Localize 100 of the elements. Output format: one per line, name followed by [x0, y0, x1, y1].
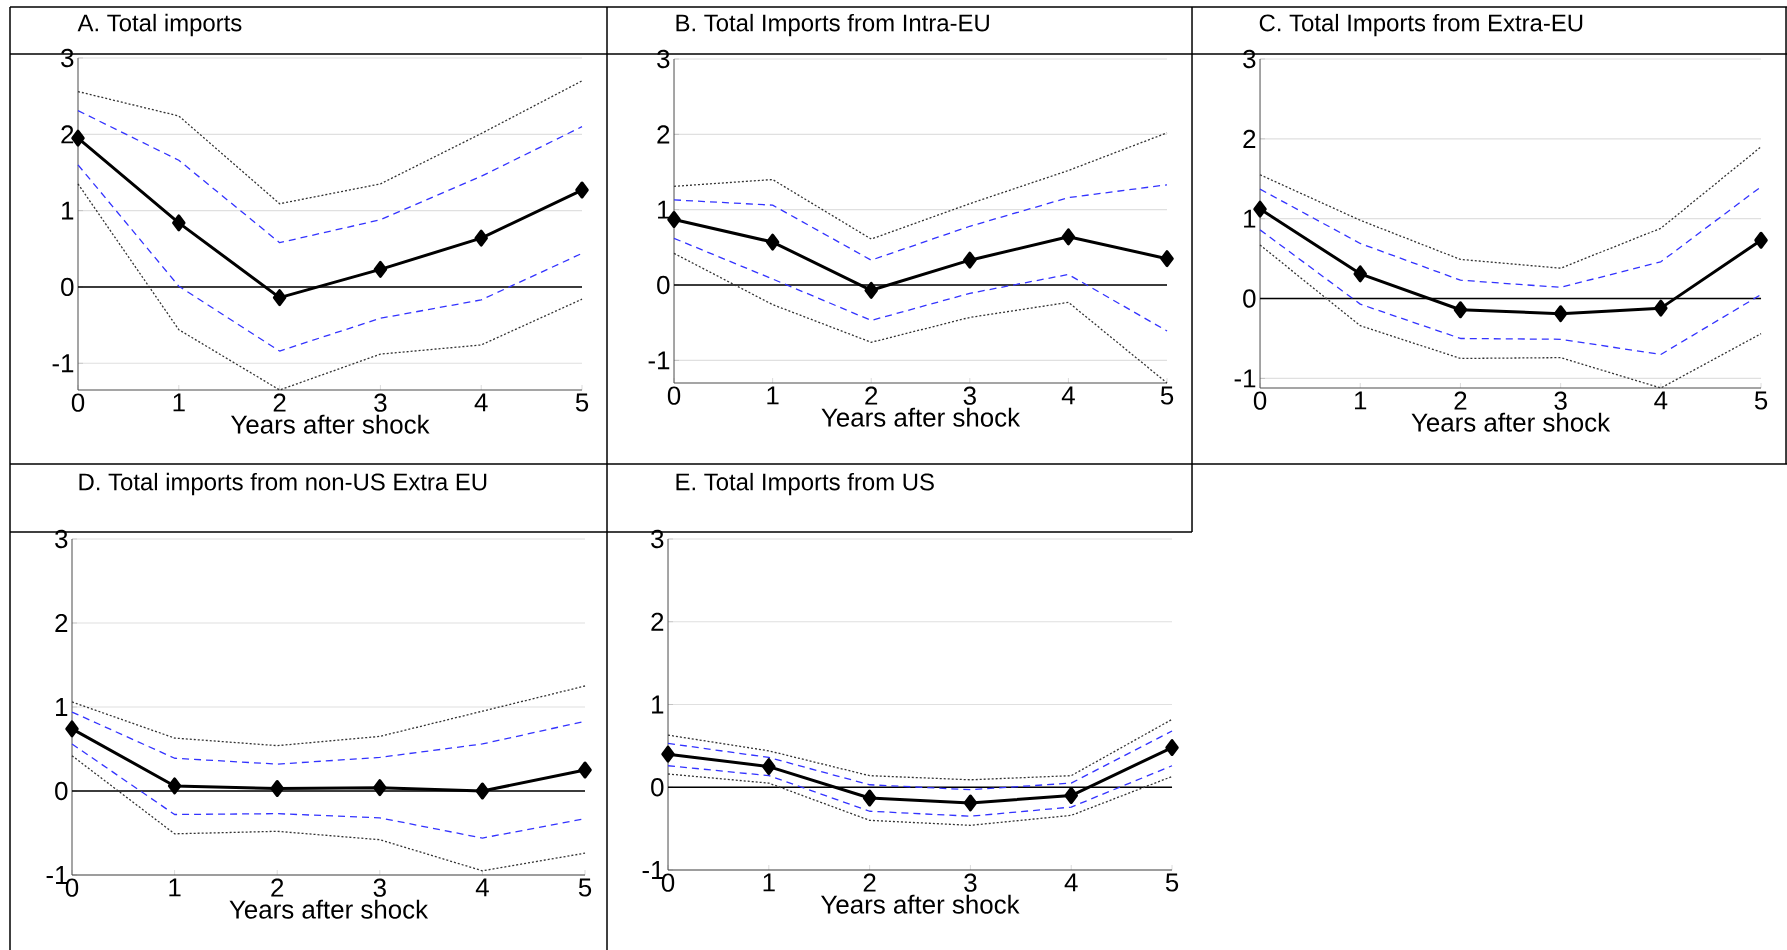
- y-tick-label: 0: [61, 277, 74, 297]
- line-series: [667, 773, 1173, 826]
- point: [167, 777, 182, 795]
- y-tick-label: -1: [46, 866, 68, 884]
- point: [475, 782, 490, 800]
- line-series: [673, 132, 1168, 240]
- x-tick-label: 5: [1160, 386, 1174, 405]
- point: [1654, 299, 1668, 317]
- y-tick-label: 0: [657, 275, 670, 295]
- y-tick-label: 2: [651, 612, 664, 631]
- y-tick-label: 1: [1244, 209, 1256, 228]
- line-series: [1259, 146, 1762, 269]
- point: [864, 281, 878, 299]
- x-axis-title: Years after shock: [230, 414, 430, 434]
- chart-title: C. Total Imports from Extra-EU: [1259, 13, 1583, 37]
- line-series: [71, 685, 586, 747]
- point: [1160, 250, 1174, 268]
- x-tick-label: 2: [1454, 391, 1467, 410]
- x-tick-label: 5: [1754, 391, 1768, 410]
- x-tick-label: 4: [475, 878, 489, 897]
- x-axis-title: Years after shock: [1411, 412, 1611, 432]
- x-tick-label: 1: [173, 393, 185, 412]
- x-tick-label: 1: [767, 386, 779, 405]
- point: [578, 761, 592, 779]
- line-series: [77, 80, 583, 205]
- x-tick-label: 3: [964, 873, 977, 892]
- chart-title: E. Total Imports from US: [676, 472, 934, 496]
- x-tick-label: 1: [169, 878, 181, 897]
- point: [373, 260, 388, 278]
- y-tick-label: 0: [651, 778, 664, 797]
- point: [474, 229, 488, 247]
- x-tick-label: 4: [1061, 386, 1075, 405]
- x-tick-label: 5: [1165, 873, 1179, 892]
- point: [661, 745, 675, 763]
- point: [270, 779, 284, 797]
- y-tick-label: 0: [1243, 289, 1256, 308]
- y-tick-label: -1: [1234, 369, 1256, 388]
- x-tick-label: 2: [273, 393, 286, 412]
- point: [1165, 739, 1179, 757]
- point: [963, 251, 977, 269]
- y-tick-label: -1: [52, 354, 74, 373]
- x-tick-label: 5: [578, 878, 592, 897]
- x-tick-label: 3: [963, 386, 976, 405]
- point: [1064, 787, 1078, 805]
- point: [272, 289, 287, 307]
- y-tick-label: 3: [1243, 49, 1256, 69]
- x-tick-label: 3: [1554, 391, 1567, 410]
- x-axis-title: Years after shock: [229, 899, 429, 919]
- x-tick-label: 5: [575, 393, 589, 412]
- chart-title: A. Total imports: [77, 13, 242, 37]
- x-tick-label: 2: [865, 386, 878, 405]
- x-tick-label: 3: [374, 393, 387, 412]
- point: [172, 214, 186, 232]
- point: [762, 758, 776, 776]
- line-series: [667, 718, 1173, 781]
- y-tick-label: 1: [652, 695, 664, 714]
- x-tick-label: 2: [271, 878, 284, 897]
- line-series: [673, 237, 1168, 332]
- y-tick-label: 3: [651, 529, 664, 549]
- point: [963, 794, 978, 812]
- line-series: [1259, 229, 1762, 356]
- y-tick-label: 3: [657, 49, 670, 69]
- y-tick-label: 0: [55, 781, 68, 801]
- y-tick-label: 1: [56, 698, 68, 716]
- x-tick-label: 1: [763, 873, 775, 892]
- y-tick-label: 3: [55, 529, 68, 549]
- point: [1353, 265, 1367, 283]
- chart-title: B. Total Imports from Intra-EU: [676, 13, 989, 37]
- point: [1061, 228, 1076, 246]
- y-tick-label: 1: [62, 201, 74, 220]
- y-tick-label: 2: [657, 125, 670, 144]
- line-series: [1259, 186, 1762, 289]
- point: [862, 789, 877, 807]
- y-tick-label: 2: [61, 125, 74, 144]
- point: [765, 233, 780, 251]
- point: [575, 181, 589, 199]
- point: [667, 210, 681, 228]
- x-tick-label: 1: [1355, 391, 1367, 410]
- point: [1754, 231, 1768, 249]
- point: [373, 779, 387, 797]
- x-tick-label: 3: [373, 878, 386, 897]
- x-axis-title: Years after shock: [820, 894, 1020, 914]
- x-tick-label: 4: [1064, 873, 1078, 892]
- point: [1453, 301, 1468, 319]
- y-tick-label: -1: [642, 861, 664, 879]
- y-tick-label: 2: [55, 613, 68, 633]
- y-tick-label: 2: [1243, 129, 1256, 148]
- line-series: [673, 184, 1168, 261]
- point: [65, 720, 79, 738]
- x-tick-label: 2: [863, 873, 876, 892]
- x-tick-label: 4: [474, 393, 488, 412]
- chart-title: D. Total imports from non-US Extra EU: [79, 472, 487, 496]
- point: [1553, 305, 1568, 323]
- line-series: [77, 164, 583, 352]
- line-series: [71, 755, 586, 872]
- line-series: [77, 109, 583, 244]
- x-tick-label: 4: [1654, 391, 1668, 410]
- y-tick-label: 1: [658, 200, 670, 219]
- y-tick-label: -1: [648, 351, 670, 370]
- x-axis-title: Years after shock: [821, 407, 1021, 427]
